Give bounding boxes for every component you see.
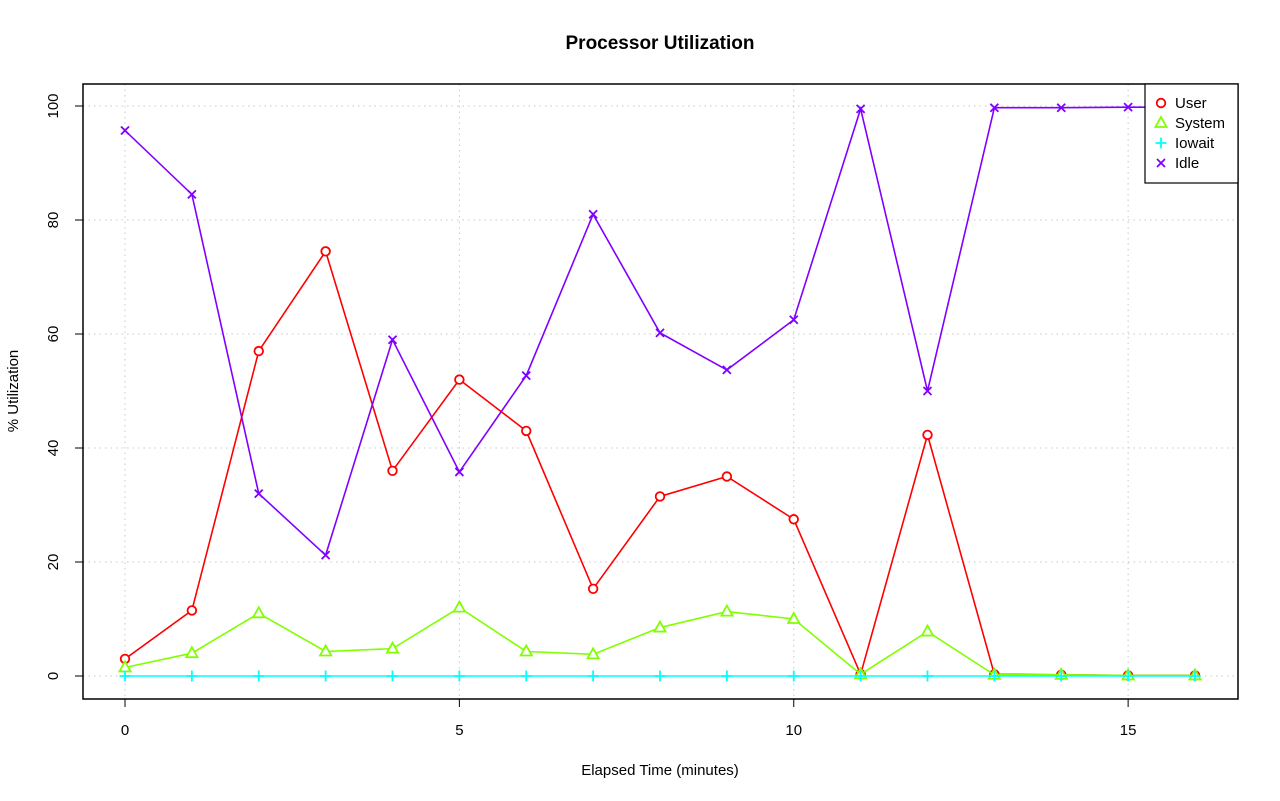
series-system — [117, 599, 1203, 681]
series-user — [119, 246, 1201, 681]
point-system-9 — [719, 603, 735, 617]
point-iowait-0 — [119, 670, 131, 682]
point-system-3 — [318, 643, 333, 657]
point-iowait-4 — [387, 670, 398, 682]
x-axis: 0 5 10 15 — [121, 699, 1137, 739]
y-tick-label-4: 80 — [45, 212, 62, 229]
x-tick-label-3: 15 — [1120, 722, 1137, 739]
y-axis-label: % Utilization — [5, 350, 22, 433]
y-tick-label-1: 20 — [45, 554, 62, 571]
chart-title: Processor Utilization — [566, 33, 755, 54]
point-user-3 — [320, 246, 331, 257]
legend-label-system: System — [1175, 115, 1225, 132]
series-idle — [120, 102, 1200, 560]
point-idle-14 — [1056, 103, 1066, 113]
point-user-4 — [387, 465, 398, 477]
point-iowait-3 — [320, 670, 332, 682]
point-iowait-14 — [1055, 670, 1067, 682]
point-iowait-12 — [922, 670, 933, 682]
point-user-6 — [521, 425, 532, 437]
point-iowait-7 — [587, 670, 599, 682]
point-system-6 — [519, 643, 534, 657]
point-iowait-8 — [654, 670, 666, 682]
y-tick-label-5: 100 — [45, 93, 62, 118]
point-idle-6 — [521, 370, 531, 381]
point-user-12 — [922, 429, 933, 441]
point-idle-3 — [320, 550, 331, 560]
x-axis-label: Elapsed Time (minutes) — [581, 762, 739, 779]
point-iowait-2 — [253, 670, 265, 682]
plot-frame — [82, 83, 1239, 700]
point-system-2 — [251, 605, 266, 619]
point-user-10 — [788, 514, 799, 525]
legend-marker-idle — [1156, 158, 1166, 168]
legend-marker-system — [1153, 115, 1169, 128]
legend-label-user: User — [1175, 95, 1207, 112]
point-system-12 — [920, 623, 935, 637]
point-iowait-1 — [186, 670, 198, 682]
y-tick-label-3: 60 — [45, 326, 62, 343]
point-idle-10 — [789, 315, 799, 325]
point-idle-12 — [922, 386, 933, 396]
point-iowait-15 — [1122, 670, 1134, 682]
y-tick-label-0: 0 — [45, 672, 62, 680]
point-idle-7 — [588, 209, 598, 219]
point-user-1 — [186, 605, 198, 616]
point-idle-2 — [254, 488, 264, 499]
x-tick-label-0: 0 — [121, 722, 129, 739]
point-system-10 — [786, 611, 801, 624]
point-user-8 — [654, 491, 666, 502]
point-idle-0 — [120, 125, 130, 136]
legend-marker-user — [1155, 97, 1167, 109]
point-idle-4 — [387, 335, 398, 345]
point-system-1 — [184, 645, 200, 659]
series-line-user — [124, 249, 1195, 677]
point-idle-8 — [655, 328, 665, 338]
point-idle-9 — [722, 365, 732, 375]
point-system-4 — [385, 640, 400, 654]
y-axis: 0 20 40 60 80 100 — [45, 93, 83, 680]
point-iowait-11 — [855, 670, 867, 682]
point-iowait-13 — [988, 670, 1000, 682]
series-layer — [117, 102, 1203, 682]
legend-label-idle: Idle — [1175, 155, 1199, 172]
point-iowait-5 — [453, 670, 465, 682]
point-user-7 — [587, 583, 599, 594]
point-idle-1 — [187, 189, 197, 199]
point-iowait-6 — [520, 670, 532, 682]
legend-label-iowait: Iowait — [1175, 135, 1215, 152]
point-user-2 — [253, 345, 264, 357]
series-line-system — [124, 606, 1195, 677]
point-idle-15 — [1123, 102, 1133, 112]
point-iowait-9 — [721, 670, 733, 682]
point-system-8 — [652, 619, 668, 633]
point-idle-5 — [454, 467, 465, 477]
point-user-9 — [721, 471, 733, 482]
y-tick-label-2: 40 — [45, 440, 62, 457]
point-user-5 — [454, 374, 465, 385]
point-system-7 — [585, 646, 601, 660]
series-iowait — [119, 670, 1201, 682]
point-iowait-16 — [1189, 670, 1201, 682]
legend-marker-iowait — [1155, 137, 1167, 149]
x-tick-label-2: 10 — [785, 722, 802, 739]
legend: User System Iowait Idle — [1144, 83, 1239, 184]
point-system-5 — [452, 599, 467, 613]
series-line-idle — [124, 105, 1195, 557]
point-idle-13 — [989, 103, 1000, 113]
x-tick-label-1: 5 — [455, 722, 463, 739]
grid — [83, 84, 1238, 699]
point-idle-11 — [855, 104, 866, 114]
point-iowait-10 — [788, 670, 800, 682]
